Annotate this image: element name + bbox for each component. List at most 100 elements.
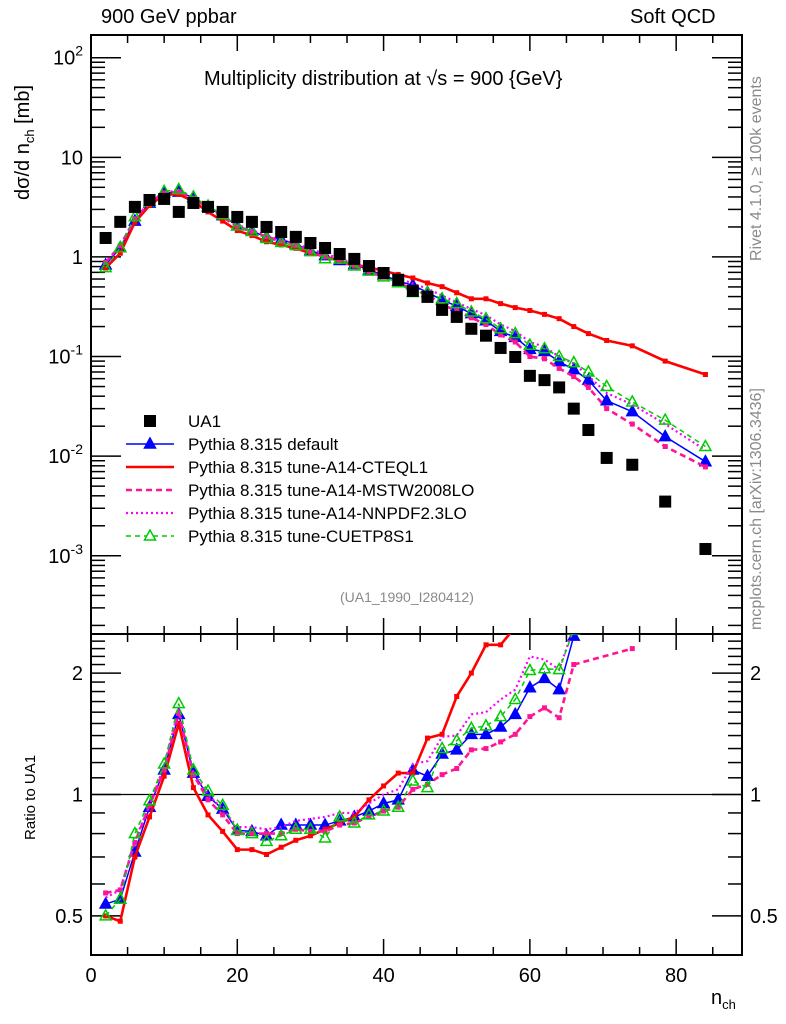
ratio-data-point bbox=[245, 826, 259, 839]
ratio-data-point bbox=[157, 756, 171, 769]
main-data-point bbox=[629, 421, 635, 427]
main-data-point bbox=[658, 429, 672, 442]
main-data-point bbox=[117, 243, 123, 249]
main-data-point bbox=[454, 290, 460, 296]
ratio-data-point bbox=[161, 773, 167, 779]
ratio-data-point bbox=[629, 646, 635, 652]
main-data-point bbox=[537, 341, 552, 354]
legend-label: Pythia 8.315 tune-A14-NNPDF2.3LO bbox=[188, 504, 467, 523]
main-data-point bbox=[662, 358, 668, 364]
ratio-data-point bbox=[464, 726, 479, 740]
ratio-data-point bbox=[479, 726, 493, 740]
main-data-point bbox=[435, 291, 449, 304]
main-data-point bbox=[542, 311, 548, 317]
main-data-point bbox=[289, 238, 303, 251]
main-y-tick-label: 10-1 bbox=[48, 342, 83, 369]
main-data-point bbox=[625, 394, 640, 407]
main-data-point bbox=[113, 240, 128, 253]
main-data-point bbox=[604, 337, 610, 343]
main-data-point bbox=[479, 329, 492, 342]
main-data-point bbox=[450, 310, 463, 323]
ratio-data-point bbox=[391, 799, 405, 812]
ratio-data-point bbox=[117, 918, 123, 924]
main-data-point bbox=[599, 378, 614, 392]
main-data-point bbox=[259, 230, 274, 244]
ratio-data-point bbox=[556, 715, 562, 721]
ratio-data-point bbox=[307, 833, 313, 839]
main-series-pythia-8-315-tune-a14-cteql1 bbox=[103, 191, 708, 378]
main-data-point bbox=[128, 200, 141, 213]
ratio-data-point bbox=[249, 847, 255, 853]
main-data-point bbox=[436, 303, 449, 316]
ratio-data-point bbox=[410, 786, 416, 792]
ratio-series-pythia-8-315-tune-a14-cteql1 bbox=[103, 625, 518, 924]
main-data-point bbox=[659, 495, 672, 508]
ratio-data-point bbox=[479, 718, 493, 731]
ratio-data-point bbox=[98, 896, 113, 909]
main-data-point bbox=[494, 341, 507, 354]
main-data-point bbox=[566, 362, 581, 375]
main-data-point bbox=[322, 254, 328, 260]
ratio-y-tick-label-right: 0.5 bbox=[750, 906, 778, 928]
x-tick-label: 60 bbox=[519, 965, 541, 987]
ratio-series-pythia-8-315-default bbox=[98, 634, 581, 909]
main-data-point bbox=[439, 284, 445, 290]
main-data-point bbox=[293, 245, 299, 251]
main-data-point bbox=[585, 331, 591, 337]
analysis-reference: (UA1_1990_I280412) bbox=[340, 589, 474, 605]
ratio-series-line bbox=[105, 634, 574, 917]
main-data-point bbox=[527, 307, 533, 313]
ratio-data-point bbox=[186, 762, 201, 775]
main-data-point bbox=[553, 381, 566, 394]
main-data-point bbox=[337, 258, 343, 264]
main-data-point bbox=[117, 250, 123, 256]
main-data-point bbox=[348, 252, 361, 265]
main-data-point bbox=[143, 193, 156, 206]
ratio-data-point bbox=[278, 844, 284, 850]
ratio-y-tick-label: 1 bbox=[72, 785, 83, 807]
main-data-point bbox=[172, 205, 185, 218]
main-data-point bbox=[468, 315, 474, 321]
main-data-point bbox=[158, 192, 171, 205]
main-data-point bbox=[538, 374, 551, 387]
ratio-data-point bbox=[264, 831, 270, 837]
ratio-data-point bbox=[435, 740, 449, 754]
main-data-point bbox=[523, 369, 536, 382]
main-data-point bbox=[658, 412, 672, 425]
ratio-data-point bbox=[493, 709, 508, 722]
main-data-point bbox=[571, 324, 577, 330]
main-data-point bbox=[274, 234, 288, 248]
chart-title: Multiplicity distribution at √s = 900 {G… bbox=[204, 68, 563, 90]
ratio-data-point bbox=[571, 662, 577, 668]
main-data-point bbox=[264, 234, 270, 240]
legend-label: Pythia 8.315 default bbox=[188, 435, 339, 454]
ratio-data-point bbox=[512, 731, 518, 737]
main-data-point bbox=[604, 406, 610, 412]
main-data-point bbox=[245, 223, 259, 237]
ratio-data-point bbox=[513, 625, 518, 630]
ratio-data-point bbox=[420, 780, 435, 793]
ratio-data-point bbox=[230, 822, 245, 836]
main-data-point bbox=[498, 301, 504, 307]
main-data-point bbox=[556, 365, 562, 371]
ratio-data-point bbox=[483, 746, 489, 752]
ratio-data-point bbox=[381, 808, 387, 814]
main-data-point bbox=[454, 307, 460, 313]
main-data-point bbox=[318, 251, 332, 264]
ratio-data-point bbox=[376, 795, 391, 809]
x-tick-label: 40 bbox=[372, 965, 394, 987]
main-data-point bbox=[202, 200, 215, 213]
x-tick-label: 0 bbox=[85, 965, 96, 987]
main-data-point bbox=[479, 311, 493, 324]
legend-label: Pythia 8.315 tune-A14-CTEQL1 bbox=[188, 458, 428, 477]
ratio-data-point bbox=[493, 719, 508, 732]
main-data-point bbox=[128, 209, 142, 222]
ratio-data-point bbox=[176, 720, 182, 726]
ratio-data-point bbox=[424, 781, 430, 787]
main-data-point bbox=[132, 216, 138, 222]
ratio-data-point bbox=[98, 908, 113, 921]
ratio-data-point bbox=[523, 662, 537, 676]
main-data-point bbox=[307, 249, 313, 255]
main-data-point bbox=[392, 273, 405, 286]
main-series-ua1 bbox=[99, 192, 712, 555]
